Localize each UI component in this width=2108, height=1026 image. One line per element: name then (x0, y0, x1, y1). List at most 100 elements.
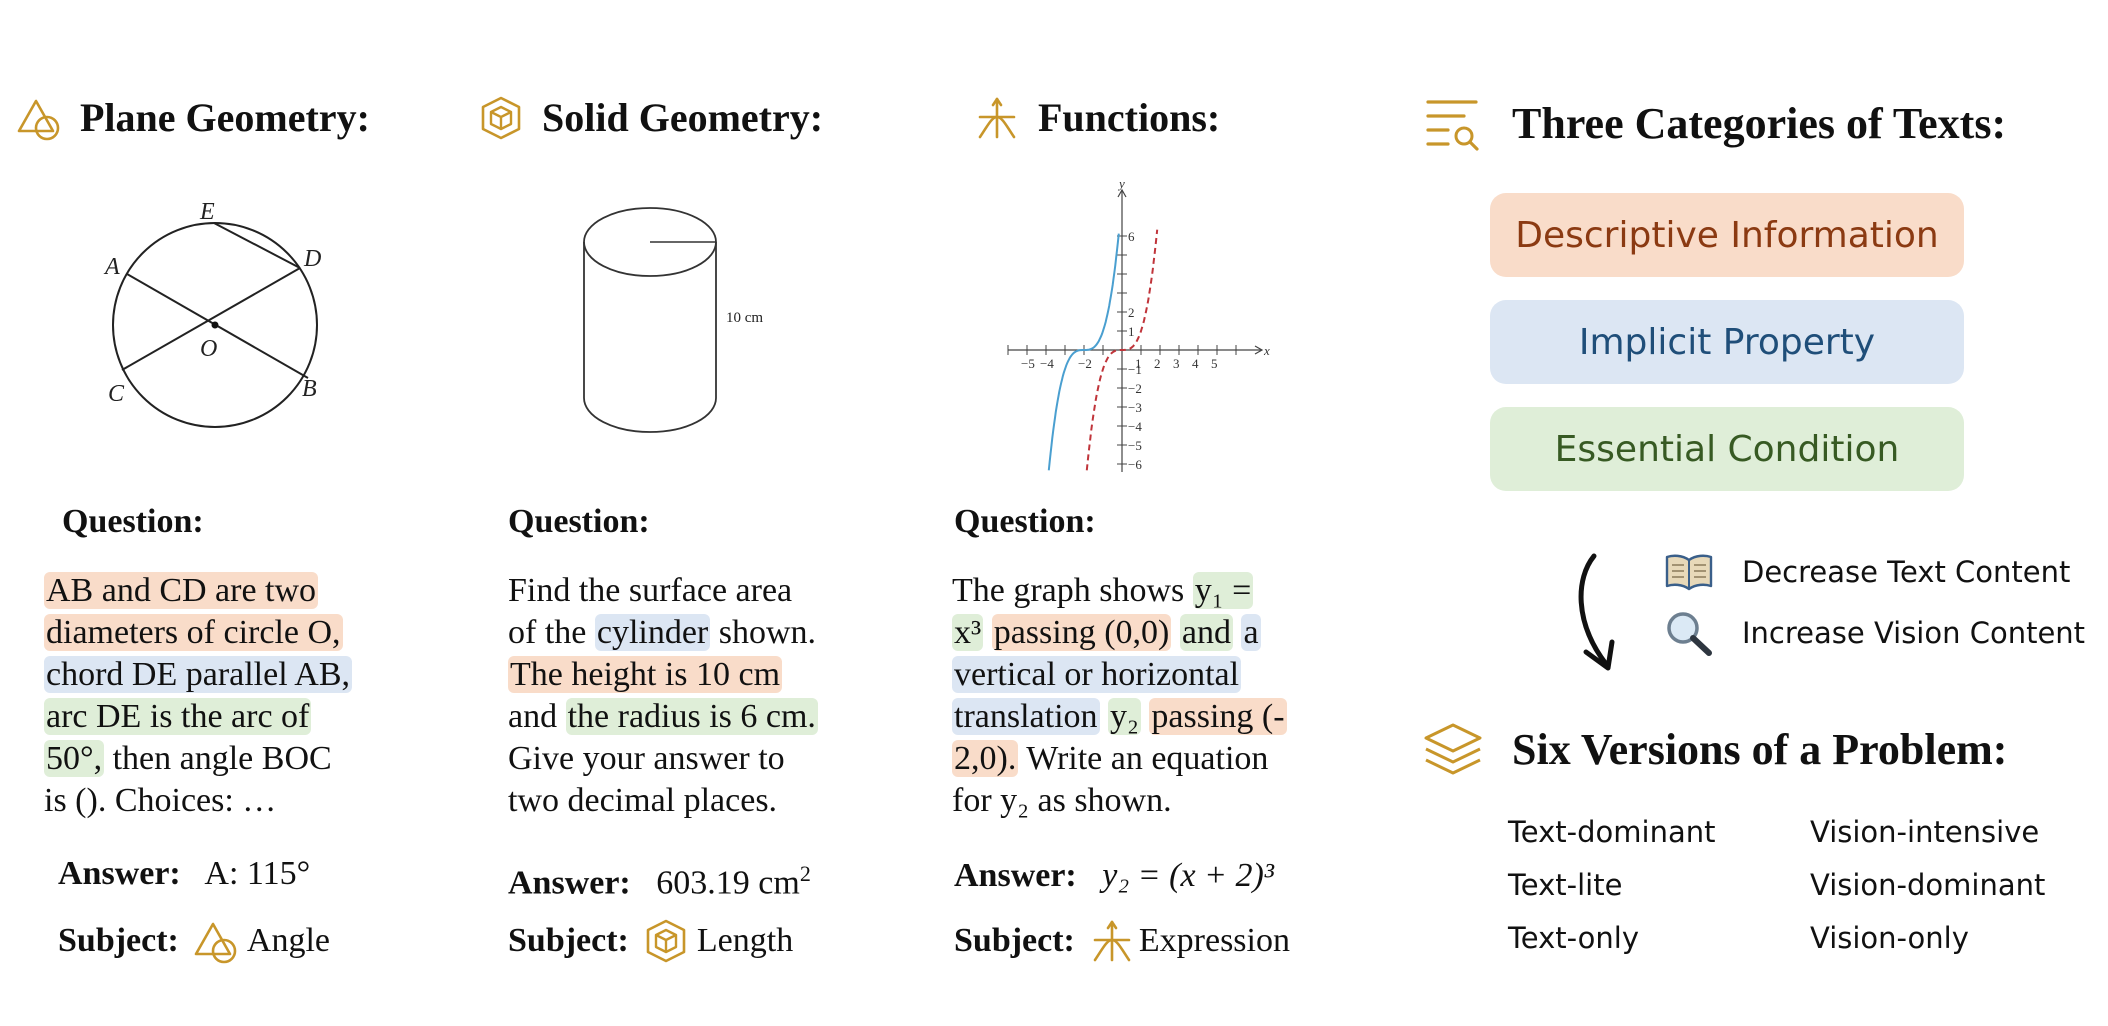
y-tick-label: 2 (1128, 305, 1135, 320)
question-line: two decimal places. (508, 780, 853, 822)
highlighted-phrase: passing (- (1149, 698, 1287, 735)
functions-title: Functions: (1038, 95, 1221, 140)
y-tick-label: −2 (1128, 381, 1142, 396)
subject-functions: Subject: Expression (954, 918, 1290, 964)
cube-icon (646, 919, 686, 963)
axes-curve-icon (1093, 920, 1131, 962)
answer-value: y₂ = (x + 2)³ (1102, 857, 1274, 894)
question-line: 50°, then angle BOC (44, 738, 389, 780)
subject-label: Subject: (58, 922, 179, 959)
answer-label: Answer: (508, 864, 631, 902)
plane-geometry-header: Plane Geometry: (16, 94, 370, 142)
answer-label: Answer: (954, 857, 1077, 894)
subject-value: Angle (246, 922, 330, 959)
highlighted-phrase: a (1241, 614, 1261, 651)
question-line: x³ passing (0,0) and a (952, 612, 1297, 654)
category-descriptive-information: Descriptive Information (1490, 193, 1964, 277)
y-tick-label: −5 (1128, 438, 1142, 453)
subject-plane: Subject: Angle (58, 918, 330, 964)
solid-geometry-header: Solid Geometry: (478, 94, 823, 142)
y-tick-label: −1 (1128, 362, 1142, 377)
category-essential-condition: Essential Condition (1490, 407, 1964, 491)
question-line: translation y₂ passing (- (952, 696, 1297, 738)
versions-header: Six Versions of a Problem: (1422, 722, 2007, 778)
increase-vision-label: Increase Vision Content (1742, 616, 2086, 650)
question-line: and the radius is 6 cm. (508, 696, 853, 738)
highlighted-phrase: y₁ = (1192, 572, 1254, 609)
question-line: for y₂ as shown. (952, 780, 1297, 822)
x-tick-label: 2 (1154, 356, 1161, 371)
highlighted-phrase: AB and CD are two (44, 572, 319, 609)
highlighted-phrase: cylinder (594, 614, 711, 651)
question-line: The height is 10 cm (508, 654, 853, 696)
question-line: 2,0). Write an equation (952, 738, 1297, 780)
plain-phrase: and (508, 698, 566, 735)
x-tick-label: 4 (1192, 356, 1199, 371)
subject-value: Expression (1138, 922, 1290, 959)
subject-label: Subject: (954, 922, 1075, 959)
y-axis-arrow (1117, 188, 1127, 198)
plain-phrase: Write an equation (1018, 740, 1269, 777)
question-line: is (). Choices: … (44, 780, 389, 822)
plain-phrase: is (). Choices: … (44, 782, 277, 819)
y-tick-label: 1 (1128, 324, 1135, 339)
cube-icon (481, 96, 521, 140)
version-item: Text-only (1508, 921, 1639, 955)
y-tick-label: −6 (1128, 457, 1142, 472)
label-d: D (303, 246, 321, 272)
categories-title: Three Categories of Texts: (1512, 99, 2007, 148)
category-label: Essential Condition (1554, 428, 1900, 470)
category-label: Implicit Property (1578, 321, 1876, 363)
version-item: Text-lite (1508, 868, 1623, 902)
question-label-solid: Question: (508, 503, 650, 540)
layers-icon (1424, 723, 1482, 775)
plain-phrase: The graph shows (952, 572, 1193, 609)
plain-phrase: two decimal places. (508, 782, 778, 819)
question-line: Find the surface area (508, 570, 853, 612)
highlighted-phrase: chord DE parallel AB, (44, 656, 353, 693)
highlighted-phrase: The height is 10 cm (508, 656, 783, 693)
label-b: B (302, 376, 317, 402)
question-label-functions: Question: (954, 503, 1096, 540)
answer-label: Answer: (58, 855, 181, 892)
question-line: chord DE parallel AB, (44, 654, 389, 696)
question-text-solid: Find the surface area of the cylinder sho… (508, 570, 853, 822)
answer-functions: Answer: y₂ = (x + 2)³ (954, 856, 1274, 896)
highlighted-phrase: vertical or horizontal (952, 656, 1242, 693)
highlighted-phrase: and (1179, 614, 1233, 651)
highlighted-phrase: diameters of circle O, (44, 614, 343, 651)
highlighted-phrase: 50°, (44, 740, 105, 777)
y-tick-label: −4 (1128, 419, 1142, 434)
highlighted-phrase: x³ (952, 614, 984, 651)
category-label: Descriptive Information (1515, 214, 1939, 256)
question-line: arc DE is the arc of (44, 696, 389, 738)
x-axis-label: x (1263, 343, 1270, 358)
version-item: Vision-only (1810, 921, 1969, 955)
label-a: A (103, 254, 120, 280)
y-axis-label: y (1117, 180, 1125, 191)
functions-header: Functions: (974, 94, 1220, 142)
plain-phrase: Find the surface area (508, 572, 793, 609)
answer-plane: Answer: A: 115° (58, 854, 310, 894)
plain-phrase: then angle BOC (104, 740, 332, 777)
y-tick-label: 6 (1128, 229, 1135, 244)
plane-geometry-title: Plane Geometry: (80, 95, 370, 140)
y-tick-label: −3 (1128, 400, 1142, 415)
x-tick-label: −2 (1078, 356, 1092, 371)
plain-phrase: Give your answer to (508, 740, 785, 777)
label-c: C (108, 381, 125, 407)
series-y1-curve (1085, 229, 1159, 471)
version-item: Text-dominant (1508, 815, 1716, 849)
highlighted-phrase: arc DE is the arc of (44, 698, 312, 735)
plain-phrase: for y₂ as shown. (952, 782, 1172, 819)
series-y2-curve (1047, 233, 1120, 471)
question-line: The graph shows y₁ = (952, 570, 1297, 612)
x-tick-label: 5 (1211, 356, 1218, 371)
highlighted-phrase: translation (952, 698, 1100, 735)
highlighted-phrase: passing (0,0) (991, 614, 1172, 651)
question-label-plane: Question: (62, 503, 204, 540)
version-item: Vision-intensive (1810, 815, 2040, 849)
x-tick-label: −4 (1040, 356, 1054, 371)
plain-phrase (1100, 698, 1109, 735)
